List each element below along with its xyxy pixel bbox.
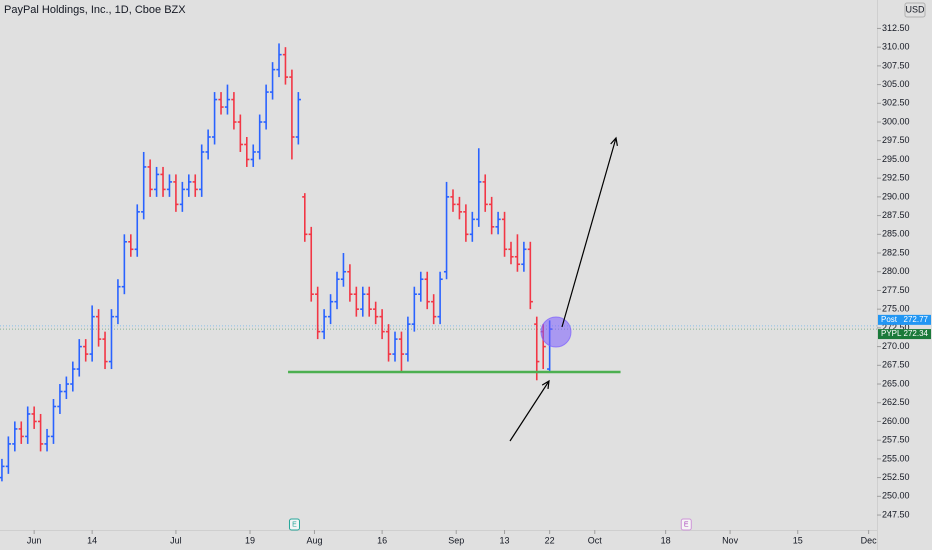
y-tick-label: 260.00 xyxy=(882,416,910,426)
highlight-circle xyxy=(540,316,572,348)
y-tick-label: 255.00 xyxy=(882,453,910,463)
x-tick-label: Nov xyxy=(722,535,739,545)
arrow-head xyxy=(610,136,618,146)
y-tick-label: 292.50 xyxy=(882,173,910,183)
x-tick-label: Jul xyxy=(170,535,182,545)
event-label: E xyxy=(684,521,689,528)
y-tick-label: 312.50 xyxy=(882,23,910,33)
price-label-name: Post xyxy=(881,315,898,324)
event-marker xyxy=(288,518,300,531)
y-tick-label: 307.50 xyxy=(882,60,910,70)
x-tick-label: 15 xyxy=(793,535,803,545)
event-label: E xyxy=(292,521,297,528)
y-tick-label: 270.00 xyxy=(882,341,910,351)
y-tick-label: 280.00 xyxy=(882,266,910,276)
x-tick-label: 18 xyxy=(661,535,671,545)
y-tick-label: 257.50 xyxy=(882,435,910,445)
event-marker xyxy=(680,518,692,531)
currency[interactable]: USD xyxy=(905,4,925,14)
y-tick-label: 262.50 xyxy=(882,397,910,407)
x-tick-label: 16 xyxy=(377,535,387,545)
x-tick-label: 22 xyxy=(545,535,555,545)
x-tick-label: 13 xyxy=(500,535,510,545)
y-tick-label: 287.50 xyxy=(882,210,910,220)
y-tick-label: 310.00 xyxy=(882,42,910,52)
price-label-value: 272.77 xyxy=(904,315,929,324)
x-tick-label: 19 xyxy=(245,535,255,545)
y-tick-label: 272.50 xyxy=(882,322,910,332)
currency-box[interactable] xyxy=(904,2,926,18)
y-tick-label: 252.50 xyxy=(882,472,910,482)
x-tick-label: Sep xyxy=(448,535,464,545)
price-label-box xyxy=(878,314,931,325)
x-tick-label: Aug xyxy=(306,535,322,545)
y-tick-label: 247.50 xyxy=(882,509,910,519)
y-tick-label: 295.00 xyxy=(882,154,910,164)
y-tick-label: 290.00 xyxy=(882,191,910,201)
arrow-head xyxy=(541,379,550,390)
y-tick-label: 282.50 xyxy=(882,247,910,257)
x-tick-label: Dec xyxy=(861,535,878,545)
y-tick-label: 275.00 xyxy=(882,304,910,314)
x-tick-label: Oct xyxy=(588,535,603,545)
y-tick-label: 265.00 xyxy=(882,378,910,388)
y-tick-label: 302.50 xyxy=(882,98,910,108)
x-tick-label: 14 xyxy=(87,535,97,545)
x-tick-label: Jun xyxy=(27,535,42,545)
y-tick-label: 285.00 xyxy=(882,229,910,239)
y-tick-label: 250.00 xyxy=(882,491,910,501)
price-label-name: PYPL xyxy=(881,329,902,338)
chart-title: PayPal Holdings, Inc., 1D, Cboe BZX xyxy=(4,4,186,16)
y-tick-label: 277.50 xyxy=(882,285,910,295)
y-tick-label: 300.00 xyxy=(882,116,910,126)
price-label-box xyxy=(878,329,931,340)
y-tick-label: 297.50 xyxy=(882,135,910,145)
arrow xyxy=(561,137,617,328)
arrow xyxy=(509,380,550,442)
price-label-value: 272.34 xyxy=(904,329,929,338)
y-tick-label: 267.50 xyxy=(882,360,910,370)
y-tick-label: 305.00 xyxy=(882,79,910,89)
